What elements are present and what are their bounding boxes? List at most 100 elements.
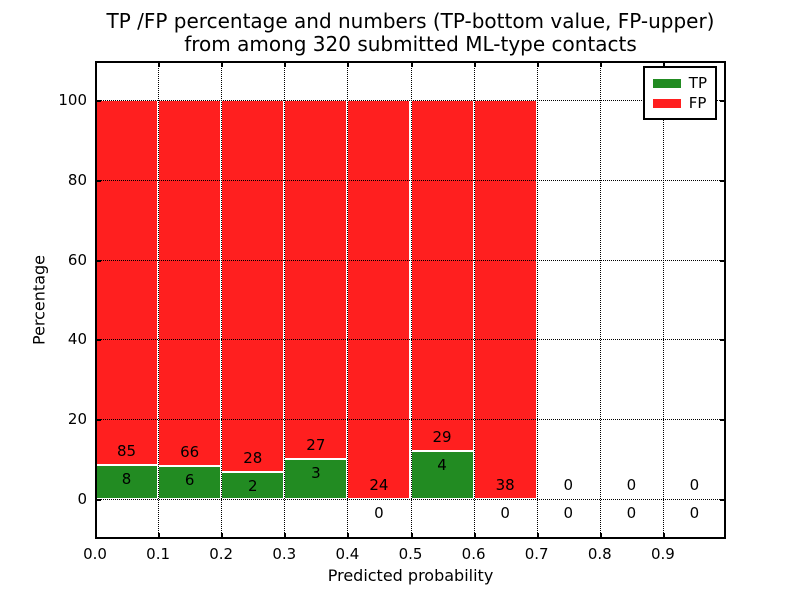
y-tick-mark [95,100,101,102]
x-tick-mark [158,533,161,539]
grid-line-vertical [662,61,664,539]
grid-line-vertical [347,61,349,539]
fp-count-label: 0 [689,476,700,495]
grid-line-vertical [536,61,538,539]
x-tick-mark [95,61,97,67]
fp-count-label: 85 [117,441,137,460]
y-tick-label: 100 [58,91,87,109]
x-tick-mark [724,61,726,67]
x-tick-mark [95,533,97,539]
y-tick-label: 60 [67,250,87,269]
x-tick-mark [536,533,539,539]
x-tick-mark [599,533,602,539]
y-tick-mark [95,419,101,422]
bars-layer [95,61,726,539]
fp-count-label: 27 [306,436,326,455]
x-tick-label: 0.4 [335,545,360,563]
fp-bar-segment [284,100,348,460]
legend-item-tp: TP [652,73,707,93]
tp-count-label: 0 [626,503,637,522]
grid-layer [95,61,726,539]
chart-title-line1: TP /FP percentage and numbers (TP-bottom… [106,9,715,33]
tp-bar-segment [95,464,159,499]
grid-line-vertical [284,61,286,539]
y-tick-mark [720,419,726,422]
tp-bar-segment [410,450,474,499]
grid-line-horizontal [95,259,726,261]
fp-swatch-icon [652,98,681,108]
tick-marks-layer [95,61,726,539]
fp-bar-segment [221,100,285,473]
x-tick-label: 0.2 [209,545,234,563]
legend-item-fp: FP [652,93,707,113]
y-tick-mark [95,339,101,342]
fp-bar-segment [410,100,474,451]
x-tick-mark [599,61,602,67]
x-tick-label: 0.6 [461,545,486,563]
grid-line-horizontal [95,419,726,421]
x-tick-mark [221,533,224,539]
x-tick-mark [284,533,287,539]
chart-title: TP /FP percentage and numbers (TP-bottom… [95,10,726,56]
fp-bar-segment [158,100,222,466]
x-tick-mark [473,533,476,539]
y-tick-label: 40 [67,330,87,349]
x-tick-mark [536,61,539,67]
y-tick-label: 20 [67,410,87,429]
x-tick-mark [221,61,224,67]
tp-swatch-icon [652,78,681,88]
grid-line-horizontal [95,339,726,341]
legend-label-tp: TP [688,74,707,92]
y-tick-mark [720,259,726,262]
x-tick-mark [347,533,350,539]
x-tick-mark [347,61,350,67]
tp-count-label: 6 [184,470,195,489]
x-tick-mark [473,61,476,67]
legend: TP FP [642,66,717,120]
x-tick-label: 0.9 [650,545,675,563]
grid-line-horizontal [95,179,726,181]
y-tick-mark [720,339,726,342]
x-tick-mark [284,61,287,67]
fp-count-label: 38 [495,476,515,495]
fp-bar-segment [95,100,159,465]
x-tick-label: 0.7 [524,545,549,563]
x-tick-mark [410,61,413,67]
legend-label-fp: FP [688,94,707,112]
x-tick-label: 0.0 [83,545,107,563]
grid-line-vertical [473,61,475,539]
chart-title-line2: from among 320 submitted ML-type contact… [184,32,637,56]
tp-count-label: 0 [500,503,510,522]
tp-count-label: 0 [563,503,574,522]
y-tick-label: 0 [77,490,87,508]
plot-area: 85 8 66 6 28 2 27 3 24 0 29 4 38 0 0 0 0 0 0 0 TP FP [95,61,726,539]
bar-value-labels-layer: 85 8 66 6 28 2 27 3 24 0 29 4 38 0 0 0 0 0 0 0 [95,61,726,539]
grid-line-vertical [410,61,412,539]
y-tick-label: 80 [67,170,87,189]
tp-count-label: 0 [374,503,384,522]
grid-line-vertical [599,61,601,539]
tp-count-label: 3 [311,464,321,483]
fp-bar-segment [473,100,537,499]
x-tick-label: 0.1 [146,545,171,563]
x-tick-label: 0.3 [272,545,297,563]
fp-count-label: 28 [243,449,263,468]
fp-count-label: 24 [369,476,389,495]
tp-count-label: 2 [247,477,258,496]
grid-line-vertical [221,61,223,539]
fp-count-label: 29 [432,427,452,446]
fp-count-label: 0 [563,476,574,495]
y-tick-mark [95,499,101,501]
x-tick-mark [410,533,413,539]
grid-line-horizontal [95,499,726,500]
x-tick-label: 0.5 [398,545,423,563]
x-tick-mark [662,61,665,67]
x-tick-mark [662,533,665,539]
y-tick-mark [720,499,726,501]
fp-count-label: 0 [626,476,637,495]
grid-line-vertical [158,61,160,539]
y-tick-mark [720,100,726,102]
tp-count-label: 4 [437,455,447,474]
x-tick-mark [724,533,726,539]
